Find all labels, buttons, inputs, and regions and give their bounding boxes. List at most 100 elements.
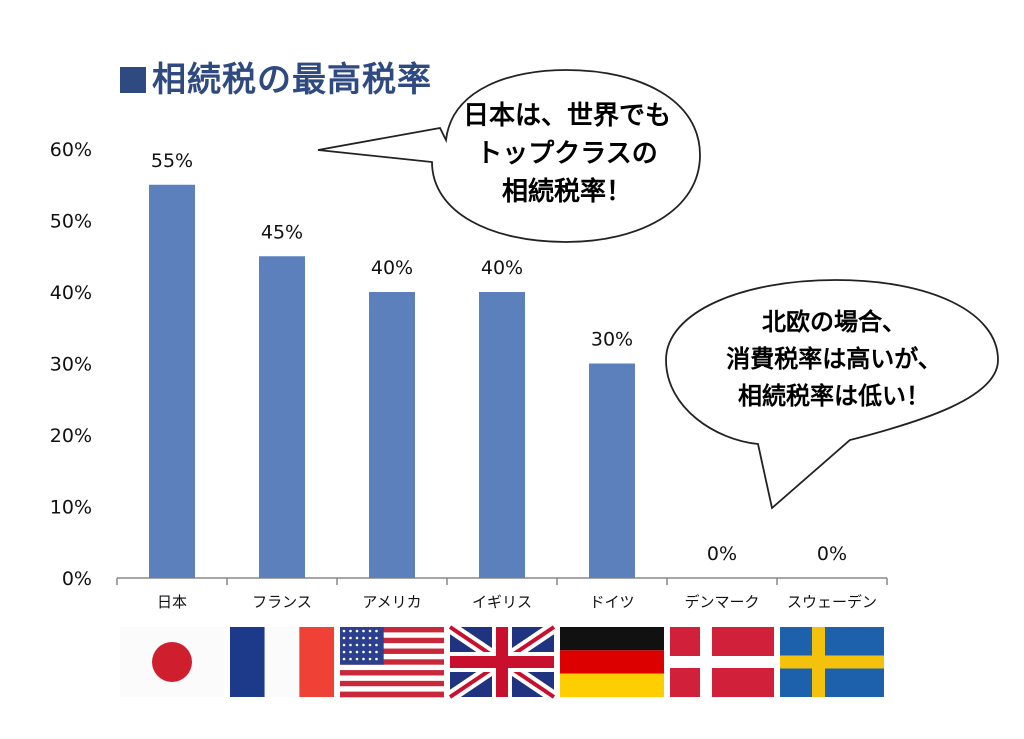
flag-part — [230, 627, 265, 697]
bar — [369, 292, 415, 578]
flag-part — [340, 653, 444, 660]
flag-part — [340, 691, 444, 698]
sweden-flag — [780, 627, 884, 697]
flag-part — [355, 629, 359, 633]
x-tick-label: アメリカ — [362, 593, 421, 611]
y-tick-label: 30% — [50, 354, 92, 376]
flag-part — [340, 680, 444, 687]
flag-part — [368, 629, 372, 633]
flag-part — [340, 659, 444, 665]
x-tick-label: イギリス — [472, 593, 532, 611]
flag-part — [349, 643, 352, 647]
flag-part — [340, 632, 444, 639]
flag-part — [560, 673, 664, 697]
flag-part — [368, 643, 372, 647]
flag-part — [340, 637, 444, 644]
flag-part — [355, 657, 359, 661]
usa-flag — [340, 627, 444, 698]
x-tick-label: ドイツ — [589, 593, 634, 611]
speech-bubble-2: 北欧の場合、消費税率は高いが、相続税率は低い！ — [665, 279, 999, 510]
flag-part — [355, 650, 359, 654]
bar — [589, 363, 635, 578]
flag-part — [362, 629, 365, 633]
flag-part — [670, 656, 774, 668]
flag-part — [368, 650, 372, 654]
bar — [149, 184, 195, 578]
flag-part — [340, 643, 444, 649]
bubble-2-line: 相続税率は低い！ — [738, 382, 930, 410]
flag-part — [349, 650, 352, 654]
flag-part — [340, 670, 444, 676]
flag-part — [342, 657, 346, 661]
y-tick-label: 0% — [62, 568, 92, 590]
bar — [479, 292, 525, 578]
flag-part — [368, 657, 372, 661]
flag-part — [342, 629, 346, 633]
germany-flag — [560, 627, 664, 697]
flag-part — [152, 642, 192, 682]
data-label: 30% — [591, 329, 633, 351]
flag-part — [349, 636, 352, 640]
title-square-icon — [120, 67, 146, 93]
data-label: 40% — [481, 257, 523, 279]
data-label: 0% — [707, 543, 737, 565]
bubble-outline — [317, 69, 701, 243]
x-tick-label: フランス — [252, 593, 312, 611]
flag-part — [780, 655, 884, 669]
chart-title-text: 相続税の最高税率 — [152, 60, 432, 100]
flag-part — [264, 627, 300, 697]
flag-part — [362, 643, 365, 647]
flag-part — [349, 629, 352, 633]
y-tick-label: 50% — [50, 211, 92, 233]
flag-part — [375, 657, 378, 661]
flag-part — [340, 627, 444, 633]
bubble-1-line: 日本は、世界でも — [463, 101, 671, 131]
flag-part — [342, 650, 346, 654]
y-tick-label: 60% — [50, 139, 92, 161]
y-tick-label: 10% — [50, 497, 92, 519]
flag-part — [560, 650, 664, 674]
flag-part — [340, 664, 444, 671]
flag-part — [340, 675, 444, 682]
denmark-flag — [670, 627, 774, 697]
flag-part — [362, 650, 365, 654]
y-tick-label: 20% — [50, 425, 92, 447]
bubble-2-line: 北欧の場合、 — [762, 308, 906, 336]
flag-part — [375, 650, 378, 654]
flag-part — [368, 636, 372, 640]
france-flag — [230, 627, 334, 697]
data-label: 55% — [151, 150, 193, 172]
flag-part — [362, 657, 365, 661]
y-tick-label: 40% — [50, 282, 92, 304]
flag-part — [375, 636, 378, 640]
flag-part — [560, 627, 664, 651]
bubble-1-line: 相続税率！ — [502, 176, 632, 207]
x-tick-label: 日本 — [157, 593, 187, 611]
data-label: 0% — [817, 543, 847, 565]
x-tick-label: デンマーク — [684, 593, 759, 611]
x-tick-label: スウェーデン — [787, 593, 877, 611]
uk-flag — [446, 622, 558, 702]
flag-part — [375, 643, 378, 647]
bubble-2-line: 消費税率は高いが、 — [726, 345, 942, 373]
flag-part — [340, 686, 444, 692]
flag-part — [450, 656, 554, 668]
flag-part — [342, 636, 346, 640]
bar — [259, 256, 305, 578]
flag-part — [355, 643, 359, 647]
flag-part — [349, 657, 352, 661]
flag-part — [340, 648, 444, 655]
bubble-1-line: トップクラスの — [476, 139, 657, 169]
flag-part — [375, 629, 378, 633]
chart-title: 相続税の最高税率 — [120, 52, 432, 101]
data-label: 45% — [261, 221, 303, 243]
data-label: 40% — [371, 257, 413, 279]
bubble-outline — [665, 279, 999, 510]
flag-part — [362, 636, 365, 640]
flag-part — [355, 636, 359, 640]
flag-part — [342, 643, 346, 647]
japan-flag — [120, 627, 224, 697]
